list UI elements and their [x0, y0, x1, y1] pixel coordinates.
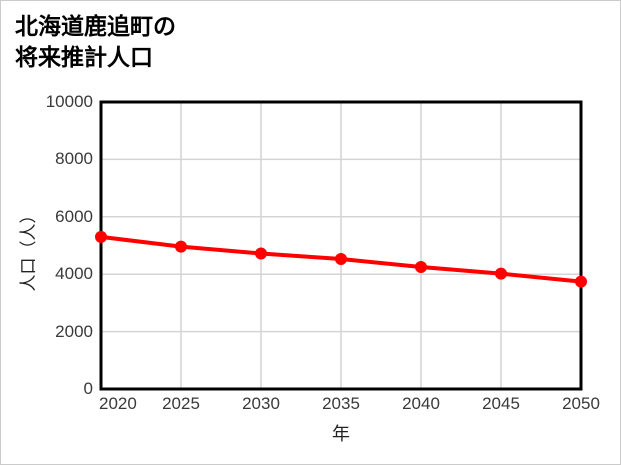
data-point-2025 — [175, 240, 187, 253]
y-tick-label-2000: 2000 — [55, 321, 93, 341]
y-tick-label-4000: 4000 — [55, 264, 93, 284]
data-point-2035 — [335, 252, 347, 265]
y-tick-label-0: 0 — [83, 379, 93, 398]
chart-title: 北海道鹿追町の 将来推計人口 — [15, 11, 176, 73]
x-tick-label-2050: 2050 — [562, 394, 600, 413]
data-point-2020 — [95, 230, 107, 243]
x-axis-title: 年 — [332, 424, 350, 444]
chart-title-line1: 北海道鹿追町の — [15, 13, 176, 39]
plot-frame — [99, 100, 583, 391]
x-tick-label-2035: 2035 — [322, 394, 360, 413]
data-point-2050 — [575, 275, 587, 288]
x-tick-label-2045: 2045 — [482, 394, 520, 413]
data-point-2040 — [415, 261, 427, 274]
data-point-2045 — [495, 267, 507, 280]
x-tick-label-2040: 2040 — [402, 394, 440, 413]
y-tick-label-8000: 8000 — [55, 149, 93, 169]
y-tick-label-10000: 10000 — [45, 92, 93, 111]
x-tick-label-2030: 2030 — [242, 394, 280, 413]
data-point-2030 — [255, 247, 267, 260]
y-tick-label-6000: 6000 — [55, 206, 93, 226]
chart-title-line2: 将来推計人口 — [15, 44, 153, 70]
x-tick-label-2025: 2025 — [162, 394, 200, 413]
x-tick-label-2020: 2020 — [99, 394, 137, 413]
